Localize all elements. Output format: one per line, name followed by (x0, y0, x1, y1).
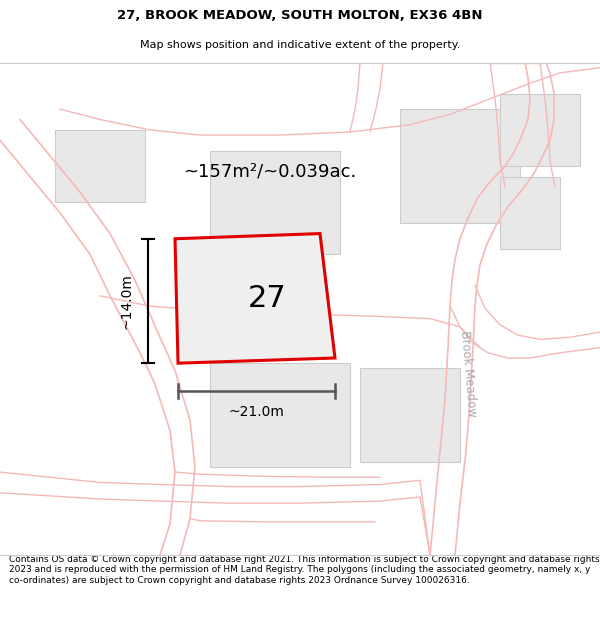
Bar (500, 94, 580, 166)
Text: Contains OS data © Crown copyright and database right 2021. This information is : Contains OS data © Crown copyright and d… (9, 555, 599, 585)
Text: Map shows position and indicative extent of the property.: Map shows position and indicative extent… (140, 40, 460, 50)
Text: ~21.0m: ~21.0m (229, 405, 284, 419)
Bar (210, 363, 350, 467)
Bar (360, 368, 460, 462)
Text: ~14.0m: ~14.0m (119, 273, 133, 329)
Polygon shape (175, 234, 335, 363)
Bar (210, 151, 340, 254)
Text: Brook Meadow: Brook Meadow (458, 330, 478, 418)
Bar (55, 130, 145, 202)
Text: ~157m²/~0.039ac.: ~157m²/~0.039ac. (184, 162, 356, 181)
Text: 27: 27 (248, 284, 286, 313)
Bar (400, 109, 520, 223)
Text: 27, BROOK MEADOW, SOUTH MOLTON, EX36 4BN: 27, BROOK MEADOW, SOUTH MOLTON, EX36 4BN (117, 9, 483, 22)
Bar (500, 176, 560, 249)
